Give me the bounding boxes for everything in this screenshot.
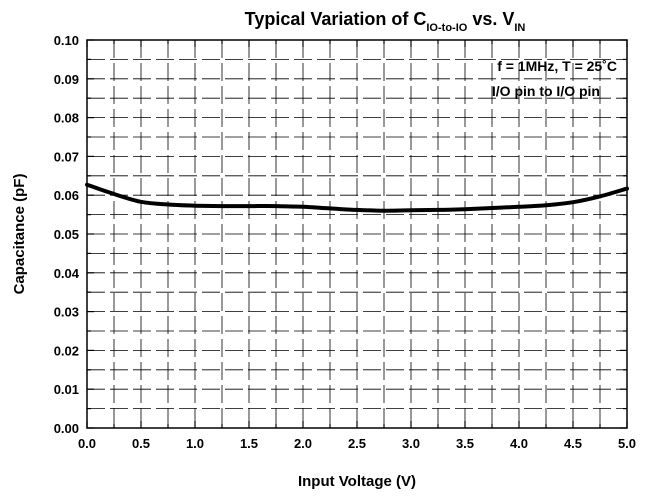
x-tick-label: 1.0 xyxy=(186,436,204,451)
plot-frame xyxy=(86,39,628,429)
y-tick-label: 0.09 xyxy=(54,72,79,87)
x-tick-label: 2.0 xyxy=(294,436,312,451)
y-tick-label: 0.03 xyxy=(54,305,79,320)
chart-title-sub2: IN xyxy=(514,22,525,34)
y-tick-label: 0.04 xyxy=(54,266,80,281)
y-tick-label: 0.01 xyxy=(54,382,79,397)
y-tick-labels: 0.00 0.01 0.02 0.03 0.04 0.05 0.06 0.07 0.08 0.09… xyxy=(54,33,80,436)
x-tick-label: 5.0 xyxy=(618,436,636,451)
y-tick-label: 0.07 xyxy=(54,149,79,164)
y-tick-label: 0.05 xyxy=(54,227,79,242)
y-tick-label: 0.02 xyxy=(54,343,79,358)
x-tick-labels: 0.0 0.5 1.0 1.5 2.0 2.5 3.0 3.5 4.0 4.5 5.0 xyxy=(78,436,636,451)
x-axis-label: Input Voltage (V) xyxy=(298,473,416,490)
x-tick-label: 3.5 xyxy=(456,436,474,451)
y-tick-label: 0.06 xyxy=(54,188,79,203)
y-tick-label: 0.08 xyxy=(54,111,79,126)
x-tick-label: 4.0 xyxy=(510,436,528,451)
chart-title-main: Typical Variation of C xyxy=(245,9,427,29)
annotation-conditions: f = 1MHz, T = 25˚C xyxy=(497,58,617,74)
y-tick-label: 0.10 xyxy=(54,33,79,48)
annotation-pin: I/O pin to I/O pin xyxy=(492,83,600,99)
x-tick-label: 2.5 xyxy=(348,436,366,451)
x-tick-label: 4.5 xyxy=(564,436,582,451)
x-tick-label: 3.0 xyxy=(402,436,420,451)
x-tick-label: 1.5 xyxy=(240,436,258,451)
capacitance-curve xyxy=(85,182,629,213)
series-layer xyxy=(85,182,629,213)
chart-title-mid: vs. V xyxy=(467,9,514,29)
x-tick-label: 0.0 xyxy=(78,436,96,451)
x-tick-label: 0.5 xyxy=(132,436,150,451)
chart-title-sub1: IO-to-IO xyxy=(426,22,467,34)
grid xyxy=(87,40,627,428)
y-axis-label: Capacitance (pF) xyxy=(11,174,28,295)
chart-title: Typical Variation of CIO-to-IO vs. VIN xyxy=(245,9,526,34)
y-tick-label: 0.00 xyxy=(54,421,79,436)
